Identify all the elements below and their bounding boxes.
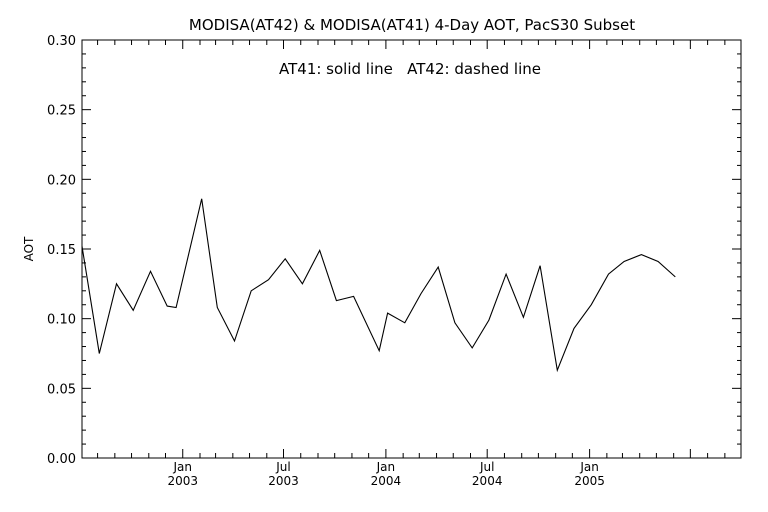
x-tick-year-label: 2003: [167, 474, 198, 488]
line-style-note: AT41: solid line AT42: dashed line: [279, 60, 541, 78]
y-axis: 0.00 0.05 0.10 0.15 0.20 0.25 0.30: [47, 34, 741, 467]
y-tick-label: 0.30: [47, 34, 76, 49]
series-layer: [81, 198, 676, 373]
series-line-solid: [81, 198, 676, 373]
x-tick-year-label: 2004: [472, 474, 503, 488]
y-tick-label: 0.10: [47, 313, 76, 328]
y-tick-label: 0.25: [47, 104, 76, 119]
x-tick-year-label: 2004: [371, 474, 402, 488]
y-tick-label: 0.15: [47, 243, 76, 258]
chart-title: MODISA(AT42) & MODISA(AT41) 4-Day AOT, P…: [189, 16, 635, 34]
y-tick-label: 0.20: [47, 173, 76, 188]
y-tick-label: 0.00: [47, 452, 76, 467]
x-tick-year-label: 2003: [268, 474, 299, 488]
y-tick-label: 0.05: [47, 382, 76, 397]
x-tick-month-label: Jan: [579, 460, 599, 474]
plot-frame: [81, 39, 742, 459]
x-tick-month-label: Jan: [376, 460, 396, 474]
y-axis-label: AOT: [22, 236, 36, 261]
x-tick-month-label: Jul: [275, 460, 290, 474]
x-tick-year-label: 2005: [574, 474, 605, 488]
x-tick-month-label: Jan: [172, 460, 192, 474]
x-tick-month-label: Jul: [479, 460, 494, 474]
